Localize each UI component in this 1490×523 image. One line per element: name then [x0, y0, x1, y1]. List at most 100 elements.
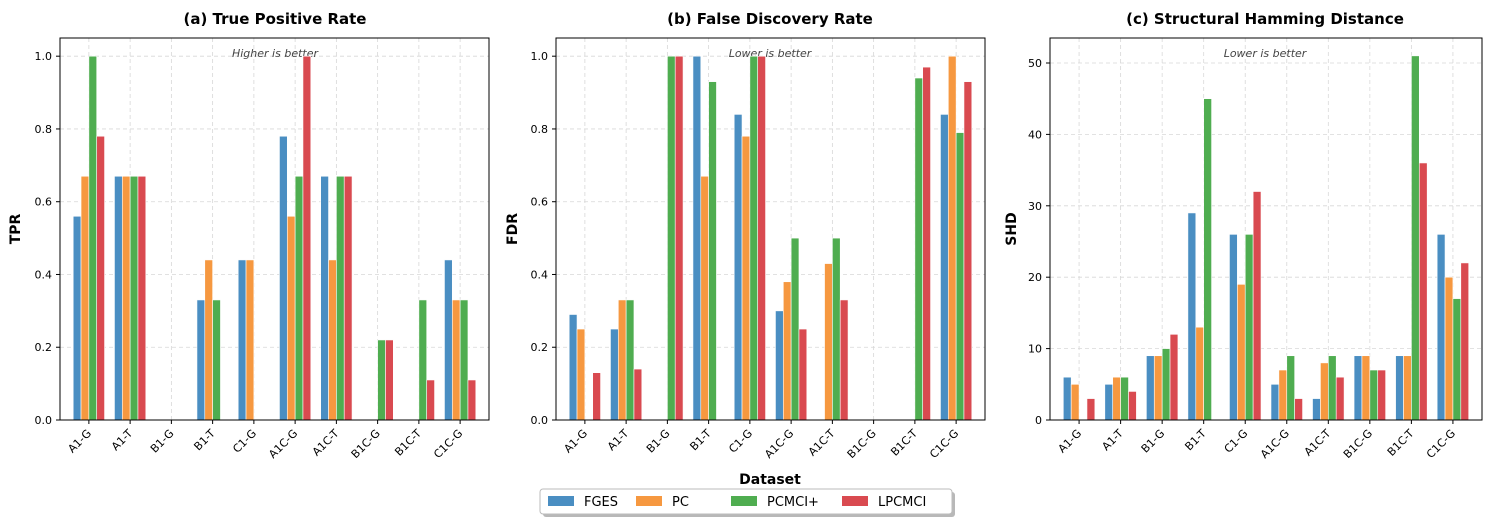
y-tick-label: 0.0	[531, 414, 549, 427]
y-tick-label: 0.4	[35, 268, 53, 281]
chart-title-fdr: (b) False Discovery Rate	[667, 10, 873, 28]
x-tick-label: B1C-T	[1385, 427, 1417, 459]
bar-pcmciplus-b1c-t	[914, 77, 924, 421]
bar-fges-b1c-g	[1353, 355, 1363, 421]
y-tick-label: 50	[1028, 57, 1042, 70]
x-tick-label: C1-G	[230, 427, 259, 456]
legend-label-pcmciplus: PCMCI+	[767, 495, 819, 510]
bar-pc-a1c-t	[824, 263, 833, 421]
bar-pc-a1-g	[576, 328, 586, 421]
y-tick-label: 0.8	[531, 123, 549, 136]
x-tick-label: B1C-G	[349, 427, 383, 461]
bar-pc-b1c-t	[1403, 355, 1412, 421]
x-tick-label: A1C-G	[1258, 427, 1292, 461]
bar-pcmciplus-c1c-g	[459, 299, 469, 421]
bar-lpcmci-a1c-t	[839, 299, 849, 421]
bar-pcmciplus-a1-t	[129, 175, 139, 421]
x-tick-label: C1-G	[1222, 427, 1251, 456]
x-tick-label: B1-G	[1139, 427, 1168, 456]
bar-fges-c1-g	[237, 259, 247, 421]
bar-pcmciplus-a1-g	[88, 55, 98, 421]
bar-lpcmci-b1c-g	[1377, 369, 1386, 421]
bar-fges-b1-t	[692, 55, 702, 421]
bar-fges-b1-t	[196, 299, 206, 421]
bar-lpcmci-b1c-g	[385, 339, 394, 421]
bar-pc-c1-g	[741, 135, 751, 421]
bar-pcmciplus-c1-g	[749, 55, 759, 421]
bar-lpcmci-a1-g	[592, 372, 601, 421]
panel-shd: (c) Structural Hamming Distance Lower is…	[1004, 10, 1483, 461]
bar-pc-a1-t	[1112, 376, 1121, 421]
bar-fges-a1-t	[1104, 383, 1114, 421]
x-tick-label: B1C-T	[888, 427, 920, 459]
x-tick-label: C1C-G	[1424, 427, 1458, 461]
bar-lpcmci-b1-g	[1169, 334, 1179, 421]
legend-label-fges: FGES	[584, 495, 618, 510]
bar-lpcmci-b1c-t	[1418, 162, 1428, 421]
bar-pc-a1c-g	[286, 215, 296, 421]
x-tick-label: B1C-G	[1341, 427, 1375, 461]
x-tick-label: A1-G	[561, 427, 590, 456]
bar-pc-b1-g	[1153, 355, 1163, 421]
bar-pc-b1-t	[1195, 326, 1204, 421]
x-tick-label: B1-G	[644, 427, 673, 456]
bar-pcmciplus-a1c-g	[790, 237, 800, 421]
bar-pc-a1-g	[80, 175, 90, 421]
plot-frame	[1049, 37, 1483, 421]
y-tick-label: 40	[1028, 128, 1042, 141]
bar-pc-a1c-g	[1278, 369, 1288, 421]
x-axis-label: Dataset	[739, 472, 801, 488]
x-tick-label: B1-T	[1182, 427, 1209, 454]
bar-fges-a1-g	[1062, 376, 1072, 421]
bar-pcmciplus-a1-t	[625, 299, 635, 421]
bar-pc-c1c-g	[451, 299, 461, 421]
bar-lpcmci-c1-g	[1252, 191, 1262, 421]
bar-pcmciplus-b1-g	[667, 55, 676, 421]
bar-pcmciplus-b1c-t	[1411, 55, 1420, 421]
y-tick-label: 0.6	[531, 196, 549, 209]
bar-lpcmci-a1c-t	[1335, 376, 1345, 421]
bar-lpcmci-b1c-t	[426, 379, 435, 421]
bar-pc-b1-t	[700, 175, 709, 421]
bar-fges-a1c-g	[775, 310, 784, 421]
x-tick-label: A1-T	[109, 427, 136, 454]
bar-fges-a1c-g	[1270, 383, 1280, 421]
bar-fges-a1-g	[72, 215, 82, 421]
x-tick-label: B1-T	[191, 427, 218, 454]
bar-fges-a1-t	[610, 328, 619, 421]
bar-pc-c1-g	[1237, 284, 1246, 421]
bar-fges-a1c-t	[320, 175, 329, 421]
x-tick-label: A1-T	[1099, 427, 1126, 454]
bar-lpcmci-a1-t	[633, 368, 643, 421]
bar-lpcmci-b1c-t	[922, 66, 931, 421]
bar-fges-b1-t	[1187, 212, 1197, 421]
bar-pcmciplus-a1c-g	[294, 175, 304, 421]
legend-swatch-fges	[548, 496, 574, 506]
bar-pcmciplus-b1-t	[212, 299, 221, 421]
bar-pc-b1c-g	[1361, 355, 1371, 421]
bar-lpcmci-a1-t	[137, 175, 147, 421]
bar-lpcmci-a1-g	[96, 135, 105, 421]
y-tick-label: 30	[1028, 200, 1042, 213]
x-tick-label: B1C-T	[392, 427, 424, 459]
x-tick-label: A1C-T	[310, 427, 342, 459]
x-tick-label: C1C-G	[431, 427, 465, 461]
annotation-shd: Lower is better	[1224, 47, 1308, 60]
y-tick-label: 0.6	[35, 196, 53, 209]
bar-pcmciplus-c1c-g	[1452, 298, 1462, 421]
bar-pcmciplus-b1c-g	[377, 339, 386, 421]
plot-frame	[555, 37, 986, 421]
x-tick-label: B1C-G	[845, 427, 879, 461]
legend-swatch-pc	[636, 496, 662, 506]
x-tick-label: B1-G	[148, 427, 177, 456]
bar-lpcmci-a1c-g	[1294, 398, 1303, 421]
bar-pc-a1-t	[617, 299, 627, 421]
bar-fges-b1-g	[1146, 355, 1155, 421]
bar-lpcmci-a1c-g	[798, 328, 808, 421]
bar-lpcmci-c1c-g	[467, 379, 477, 421]
bar-pcmciplus-b1c-g	[1369, 369, 1379, 421]
annotation-fdr: Lower is better	[729, 47, 813, 60]
x-tick-label: A1C-T	[806, 427, 838, 459]
x-tick-label: A1-G	[1056, 427, 1085, 456]
y-tick-label: 0.0	[35, 414, 53, 427]
